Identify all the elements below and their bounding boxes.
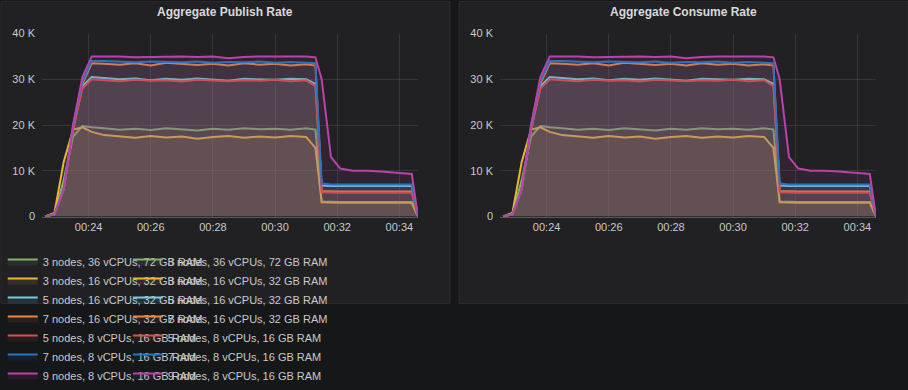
svg-text:00:24: 00:24 — [75, 221, 103, 233]
svg-text:10 K: 10 K — [470, 165, 493, 177]
svg-text:20 K: 20 K — [12, 119, 35, 131]
svg-text:3 nodes, 36 vCPUs, 72 GB RAM: 3 nodes, 36 vCPUs, 72 GB RAM — [168, 256, 328, 268]
svg-text:9 nodes, 8 vCPUs, 16 GB RAM: 9 nodes, 8 vCPUs, 16 GB RAM — [168, 370, 321, 382]
svg-text:0: 0 — [29, 210, 35, 222]
svg-text:5 nodes, 16 vCPUs, 32 GB RAM: 5 nodes, 16 vCPUs, 32 GB RAM — [168, 294, 328, 306]
svg-text:7 nodes, 8 vCPUs, 16 GB RAM: 7 nodes, 8 vCPUs, 16 GB RAM — [42, 350, 197, 363]
svg-text:5 nodes, 8 vCPUs, 16 GB RAM: 5 nodes, 8 vCPUs, 16 GB RAM — [42, 331, 197, 344]
svg-text:30 K: 30 K — [470, 73, 493, 85]
svg-text:00:28: 00:28 — [657, 221, 685, 233]
svg-text:3 nodes, 16 vCPUs, 32 GB RAM: 3 nodes, 16 vCPUs, 32 GB RAM — [168, 275, 328, 287]
svg-text:00:28: 00:28 — [199, 221, 227, 233]
svg-text:00:26: 00:26 — [595, 221, 623, 233]
svg-text:7 nodes, 8 vCPUs, 16 GB RAM: 7 nodes, 8 vCPUs, 16 GB RAM — [168, 351, 321, 363]
svg-text:10 K: 10 K — [12, 165, 35, 177]
svg-text:00:24: 00:24 — [533, 221, 561, 233]
svg-text:40 K: 40 K — [470, 27, 493, 39]
svg-text:5 nodes, 16 vCPUs, 32 GB RAM: 5 nodes, 16 vCPUs, 32 GB RAM — [42, 293, 203, 306]
svg-text:7 nodes, 16 vCPUs, 32 GB RAM: 7 nodes, 16 vCPUs, 32 GB RAM — [42, 312, 203, 325]
svg-text:00:34: 00:34 — [844, 221, 872, 233]
svg-text:Aggregate Publish Rate: Aggregate Publish Rate — [157, 5, 293, 19]
svg-text:3 nodes, 36 vCPUs, 72 GB RAM: 3 nodes, 36 vCPUs, 72 GB RAM — [42, 255, 203, 268]
svg-text:5 nodes, 8 vCPUs, 16 GB RAM: 5 nodes, 8 vCPUs, 16 GB RAM — [168, 332, 321, 344]
svg-text:00:34: 00:34 — [386, 221, 414, 233]
svg-text:30 K: 30 K — [12, 73, 35, 85]
svg-text:00:32: 00:32 — [781, 221, 809, 233]
svg-text:7 nodes, 16 vCPUs, 32 GB RAM: 7 nodes, 16 vCPUs, 32 GB RAM — [168, 313, 328, 325]
svg-text:20 K: 20 K — [470, 119, 493, 131]
svg-text:00:32: 00:32 — [323, 221, 351, 233]
svg-text:00:30: 00:30 — [261, 221, 289, 233]
svg-text:0: 0 — [487, 210, 493, 222]
svg-text:40 K: 40 K — [12, 27, 35, 39]
svg-text:3 nodes, 16 vCPUs, 32 GB RAM: 3 nodes, 16 vCPUs, 32 GB RAM — [42, 274, 203, 287]
svg-text:00:26: 00:26 — [137, 221, 165, 233]
svg-text:00:30: 00:30 — [719, 221, 747, 233]
svg-text:9 nodes, 8 vCPUs, 16 GB RAM: 9 nodes, 8 vCPUs, 16 GB RAM — [42, 369, 197, 382]
svg-text:Aggregate Consume Rate: Aggregate Consume Rate — [610, 5, 757, 19]
